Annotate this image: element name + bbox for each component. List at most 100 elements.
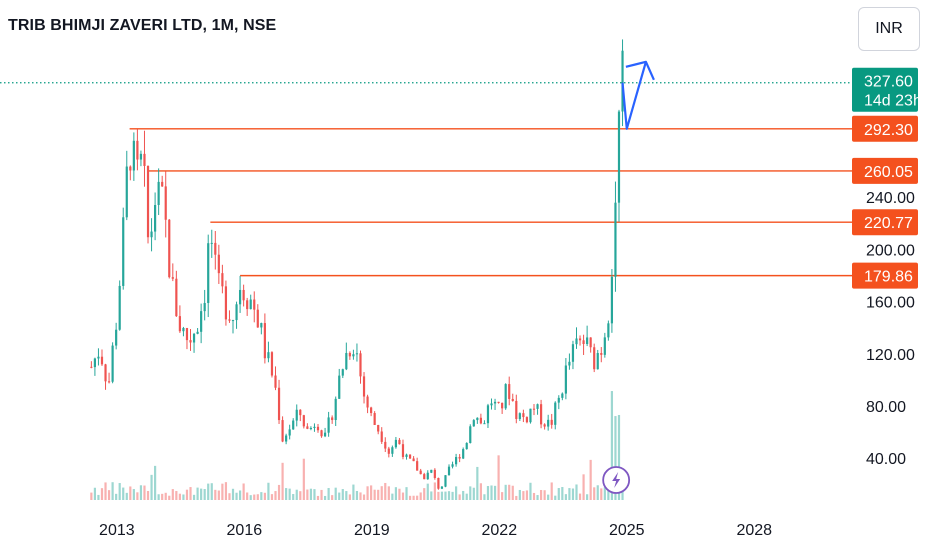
y-tick-label: 120.00 [866,347,915,364]
candle-body [536,404,539,409]
candle-body [146,165,150,238]
volume-bar [136,492,139,500]
volume-bar [125,492,128,500]
volume-bar [586,494,589,500]
candle-body [539,404,543,425]
candle-body [185,328,189,341]
volume-bar [433,482,436,500]
volume-bar [476,466,479,500]
candle-body [380,431,383,442]
volume-bar [370,485,373,500]
candle-body [306,426,309,429]
candle-body [260,323,263,328]
volume-bar [93,487,97,500]
volume-bar [246,492,249,500]
currency-selector[interactable]: INR [858,7,920,51]
candle-body [281,420,284,442]
candle-body [200,311,203,332]
candle-body [508,384,511,399]
volume-bar [277,484,281,500]
y-tick-label: 80.00 [866,399,906,416]
candle-body [302,415,305,427]
candle-body [532,408,536,410]
volume-bar [408,495,412,500]
candle-body [479,417,482,424]
level-price-tag: 260.05 [852,157,918,184]
candle-body [203,302,206,312]
volume-bar [263,492,266,500]
candle-body [575,338,578,345]
candle-body [405,454,408,457]
candle-body [253,299,256,310]
volume-bar [217,490,220,500]
candle-body [568,361,571,366]
volume-bar [426,483,429,500]
volume-bar [416,495,419,500]
candle-body [557,397,560,403]
volume-bar [288,488,291,500]
candle-body [593,347,596,370]
candle-body [277,387,281,421]
candle-body [564,365,567,394]
candle-body [115,329,118,346]
volume-bar [210,483,213,500]
volume-bar [143,485,146,500]
volume-bar [525,490,529,500]
candle-body [299,409,302,416]
candle-body [412,458,415,462]
volume-bar [462,490,465,500]
volume-bar [238,490,242,500]
candle-body [270,352,274,376]
volume-bar [359,492,362,500]
price-tag-countdown: 14d 23h [864,93,922,110]
candle-body [242,289,245,301]
candle-body [334,398,337,421]
candle-body [196,331,199,334]
volume-bar [327,488,330,500]
volume-bar [387,486,390,500]
volume-bar [518,489,521,500]
volume-bar [571,488,575,500]
candle-body [462,449,465,459]
candle-body [139,153,143,160]
candle-body [171,277,174,279]
volume-bar [178,493,181,500]
candle-body [394,439,397,448]
candle-body [228,319,231,321]
candle-body [447,466,451,476]
candle-body [107,381,111,383]
volume-bar [593,487,596,500]
candle-body [437,477,440,489]
candle-body [391,447,394,454]
candle-body [501,402,504,409]
volume-bar [161,493,164,500]
candle-body [157,181,160,206]
volume-bar [412,495,415,500]
volume-bar [391,493,394,500]
candle-body [207,243,210,303]
candle-body [578,338,582,341]
level-price-tag: 220.77 [852,209,918,236]
volume-bar [423,488,426,500]
x-tick-label: 2016 [227,522,263,539]
volume-bar [341,489,344,500]
candle-body [111,345,114,382]
candle-body [596,353,599,370]
candle-body [515,400,518,419]
volume-bar [497,455,500,500]
candle-body [313,426,316,429]
candle-body [100,356,104,365]
candle-body [136,140,139,160]
candle-body [97,356,100,359]
candle-body [348,352,351,357]
chart-title: TRIB BHIMJI ZAVERI LTD, 1M, NSE [8,17,277,34]
volume-bar [309,488,313,500]
candle-body [309,428,313,430]
volume-bar [437,491,440,500]
candle-body [600,353,603,355]
volume-bar [405,487,408,500]
volume-bar [575,484,578,500]
candle-body [359,353,362,377]
candle-body [323,432,327,437]
